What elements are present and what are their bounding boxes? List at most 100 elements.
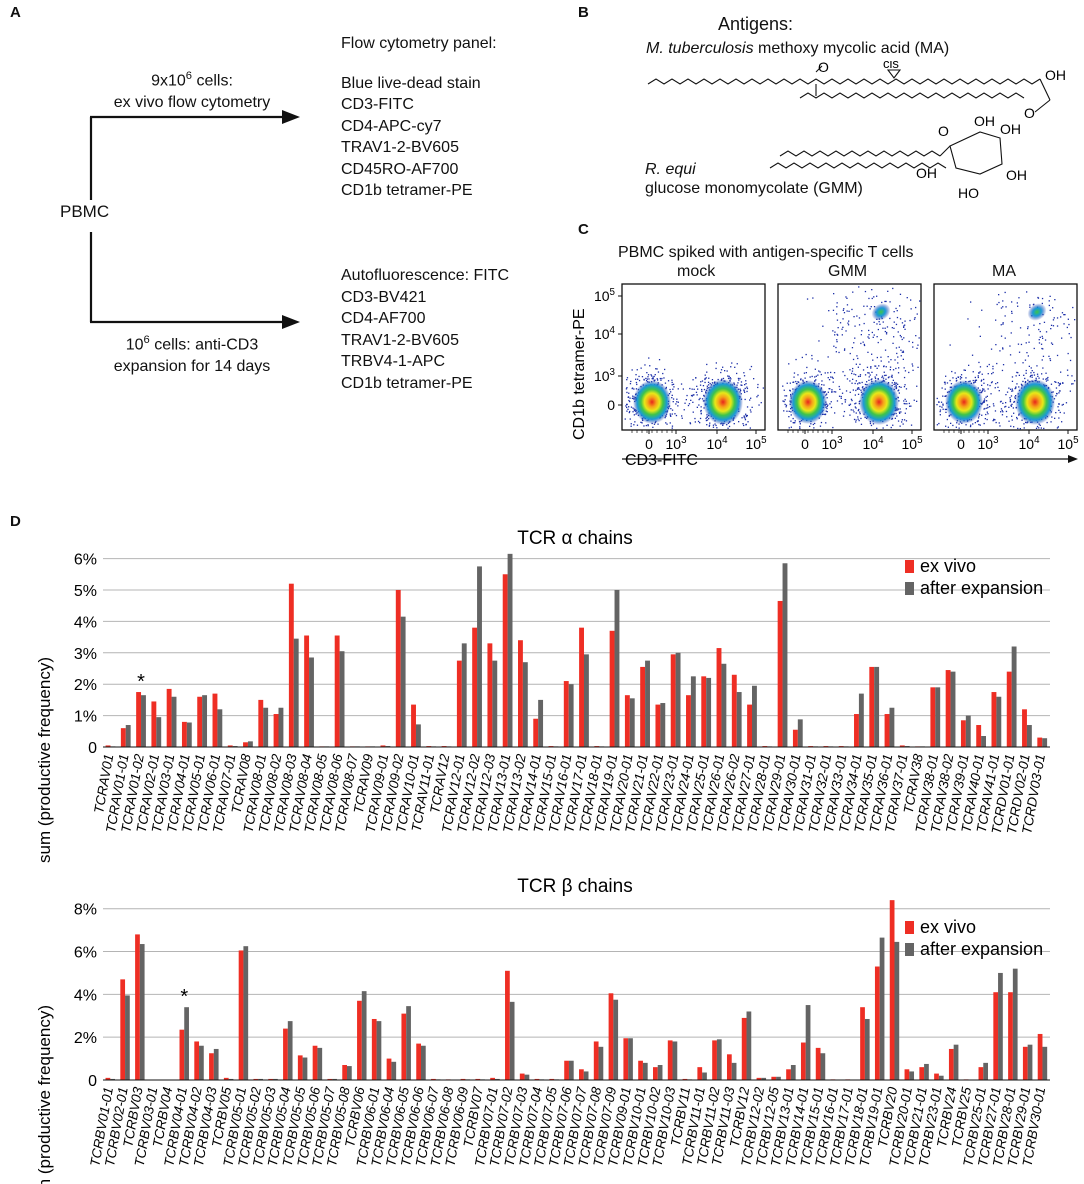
- bottom-arrow-head: [282, 315, 300, 329]
- bar-ex-vivo: [609, 630, 615, 747]
- bar-after-expansion: [1011, 646, 1017, 747]
- panel-a-label: A: [10, 4, 21, 21]
- ma-o: O: [1024, 105, 1035, 121]
- legend-swatch: [905, 921, 914, 934]
- bar-after-expansion: [583, 654, 589, 747]
- bar-after-expansion: [645, 660, 650, 747]
- bar-ex-vivo: [166, 688, 172, 747]
- bar-after-expansion: [186, 722, 192, 747]
- flow-ytick-label: 104​: [594, 325, 616, 342]
- flow-xtick-label: 103​: [821, 435, 843, 452]
- flow-xtick-label: 105​: [1057, 435, 1079, 452]
- legend-swatch: [905, 943, 914, 956]
- bar-ex-vivo: [756, 1077, 762, 1080]
- ma-cyclopropane: [886, 69, 902, 79]
- bar-ex-vivo: [194, 1041, 200, 1080]
- bar-ex-vivo: [869, 666, 875, 747]
- bar-after-expansion: [858, 693, 864, 747]
- bar-after-expansion: [672, 1041, 678, 1080]
- ytick-label: 3%: [74, 646, 97, 663]
- flow-xtick-label: 0: [645, 436, 653, 452]
- ma-name: methoxy mycolic acid (MA): [753, 40, 950, 57]
- bar-after-expansion: [415, 724, 421, 747]
- legend-label: ex vivo: [920, 556, 976, 576]
- flow-ytick-label: 0: [607, 397, 615, 413]
- flow-plot-gmm: 0 103​ 104​ 105​: [777, 283, 923, 452]
- gmm-chain-lower: [769, 162, 947, 169]
- bar-ex-vivo: [874, 966, 880, 1080]
- antigens-title: Antigens:: [718, 14, 794, 34]
- bar-after-expansion: [924, 1063, 929, 1080]
- flow-panel-2-item: TRBV4-1-APC: [341, 353, 446, 370]
- subplot-title-mock: mock: [677, 263, 716, 280]
- bar-ex-vivo: [297, 1055, 303, 1080]
- bar-ex-vivo: [431, 1078, 436, 1080]
- bar-after-expansion: [202, 695, 208, 747]
- bar-after-expansion: [935, 687, 941, 747]
- legend-label: after expansion: [920, 578, 1043, 598]
- bottom-arrow-label-line1: 106 cells: anti-CD3: [125, 334, 259, 354]
- ytick-label: 1%: [74, 709, 97, 726]
- flow-panel-1-item: CD1b tetramer-PE: [341, 182, 473, 199]
- gmm-oh-3: OH: [1006, 167, 1027, 183]
- flow-population-cd3-negative: [945, 380, 983, 424]
- bar-ex-vivo: [288, 583, 294, 747]
- bar-ex-vivo: [401, 1013, 407, 1080]
- bar-after-expansion: [889, 707, 895, 747]
- bar-after-expansion: [217, 709, 223, 747]
- bar-after-expansion: [675, 652, 681, 747]
- bar-ex-vivo: [1037, 737, 1043, 747]
- bar-after-expansion: [406, 1006, 411, 1080]
- bar-after-expansion: [309, 657, 314, 747]
- bar-ex-vivo: [747, 704, 752, 747]
- bar-ex-vivo: [105, 745, 111, 747]
- bar-after-expansion: [950, 671, 956, 748]
- bar-after-expansion: [420, 1045, 426, 1080]
- bar-ex-vivo: [135, 934, 140, 1080]
- bar-ex-vivo: [386, 1058, 392, 1080]
- bar-after-expansion: [864, 1018, 870, 1080]
- subplot-title-gmm: GMM: [828, 263, 868, 280]
- bottom-arrow-label: 106 cells: anti-CD3 expansion for 14 day…: [82, 330, 302, 377]
- bar-after-expansion: [874, 666, 880, 747]
- bar-ex-vivo: [726, 1054, 732, 1080]
- bar-after-expansion: [629, 698, 635, 747]
- flow-population-cd3-positive: [1015, 379, 1055, 425]
- ytick-label: 2%: [74, 1030, 97, 1047]
- bar-ex-vivo: [181, 721, 187, 748]
- flow-plots: CD1b tetramer-PE 0 103​ 104​ 105​ 0 103​ 104​ 1…: [571, 283, 1079, 466]
- bar-chart-alpha: 0 1% 2% 3% 4% 5% 6% sum (productive frequency) T…: [35, 528, 1050, 863]
- bar-ex-vivo: [136, 692, 142, 747]
- bar-after-expansion: [538, 699, 544, 747]
- bar-ex-vivo: [667, 1040, 673, 1080]
- bar-ex-vivo: [533, 718, 539, 747]
- bar-ex-vivo: [1022, 1046, 1028, 1080]
- bar-after-expansion: [1026, 725, 1032, 747]
- legend-label: after expansion: [920, 939, 1043, 959]
- bottom-arrow-label-line2: expansion for 14 days: [113, 357, 271, 375]
- bar-ex-vivo: [945, 670, 951, 747]
- bar-after-expansion: [184, 1007, 189, 1080]
- bar-ex-vivo: [411, 704, 416, 747]
- bar-ex-vivo: [416, 1043, 421, 1080]
- bar-ex-vivo: [460, 1078, 466, 1080]
- bar-ex-vivo: [475, 1078, 481, 1080]
- bar-ex-vivo: [534, 1078, 540, 1080]
- bar-ex-vivo: [792, 729, 798, 747]
- bar-after-expansion: [690, 676, 696, 747]
- flow-population-cd3-positive: [859, 379, 899, 425]
- bar-after-expansion: [1027, 1044, 1033, 1080]
- flow-xtick-label: 105​: [745, 435, 767, 452]
- ytick-label: 4%: [74, 987, 97, 1004]
- bar-ex-vivo: [380, 745, 386, 747]
- bar-after-expansion: [981, 736, 986, 747]
- bar-ex-vivo: [1006, 671, 1012, 748]
- bar-ex-vivo: [258, 699, 264, 747]
- bar-ex-vivo: [899, 745, 905, 747]
- gmm-oh-2: OH: [1000, 121, 1021, 137]
- bar-ex-vivo: [563, 681, 569, 747]
- flow-ytick-label: 103​: [594, 367, 616, 384]
- bar-after-expansion: [293, 638, 299, 747]
- flow-panel-1-item: TRAV1-2-BV605: [341, 139, 459, 156]
- gmm-structure: [769, 131, 1003, 175]
